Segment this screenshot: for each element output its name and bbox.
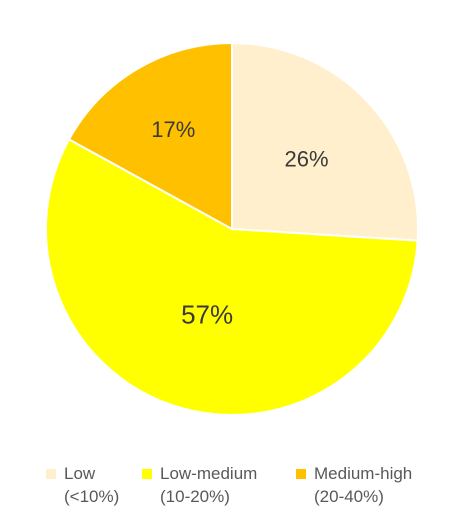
legend-label-medium-high: Medium-high (20-40%) <box>314 464 413 506</box>
legend-label-low: Low (<10%) <box>64 464 120 506</box>
pie-slice-low <box>231 41 419 242</box>
pie-data-labels: 26% 57% 17% <box>151 117 328 329</box>
pie-slice-low-medium <box>45 138 419 416</box>
data-label-low-medium: 57% <box>181 300 233 330</box>
legend-swatch-low <box>46 469 56 479</box>
legend-label-low-medium: Low-medium (10-20%) <box>160 464 258 506</box>
legend: Low (<10%) Low-medium (10-20%) Medium-hi… <box>0 462 466 522</box>
data-label-low: 26% <box>285 146 329 171</box>
legend-swatch-medium-high <box>296 469 306 479</box>
legend-swatch-low-medium <box>142 469 152 479</box>
pie-slices <box>45 41 419 416</box>
data-label-medium-high: 17% <box>151 117 195 142</box>
pie-slice-medium-high <box>67 41 233 231</box>
